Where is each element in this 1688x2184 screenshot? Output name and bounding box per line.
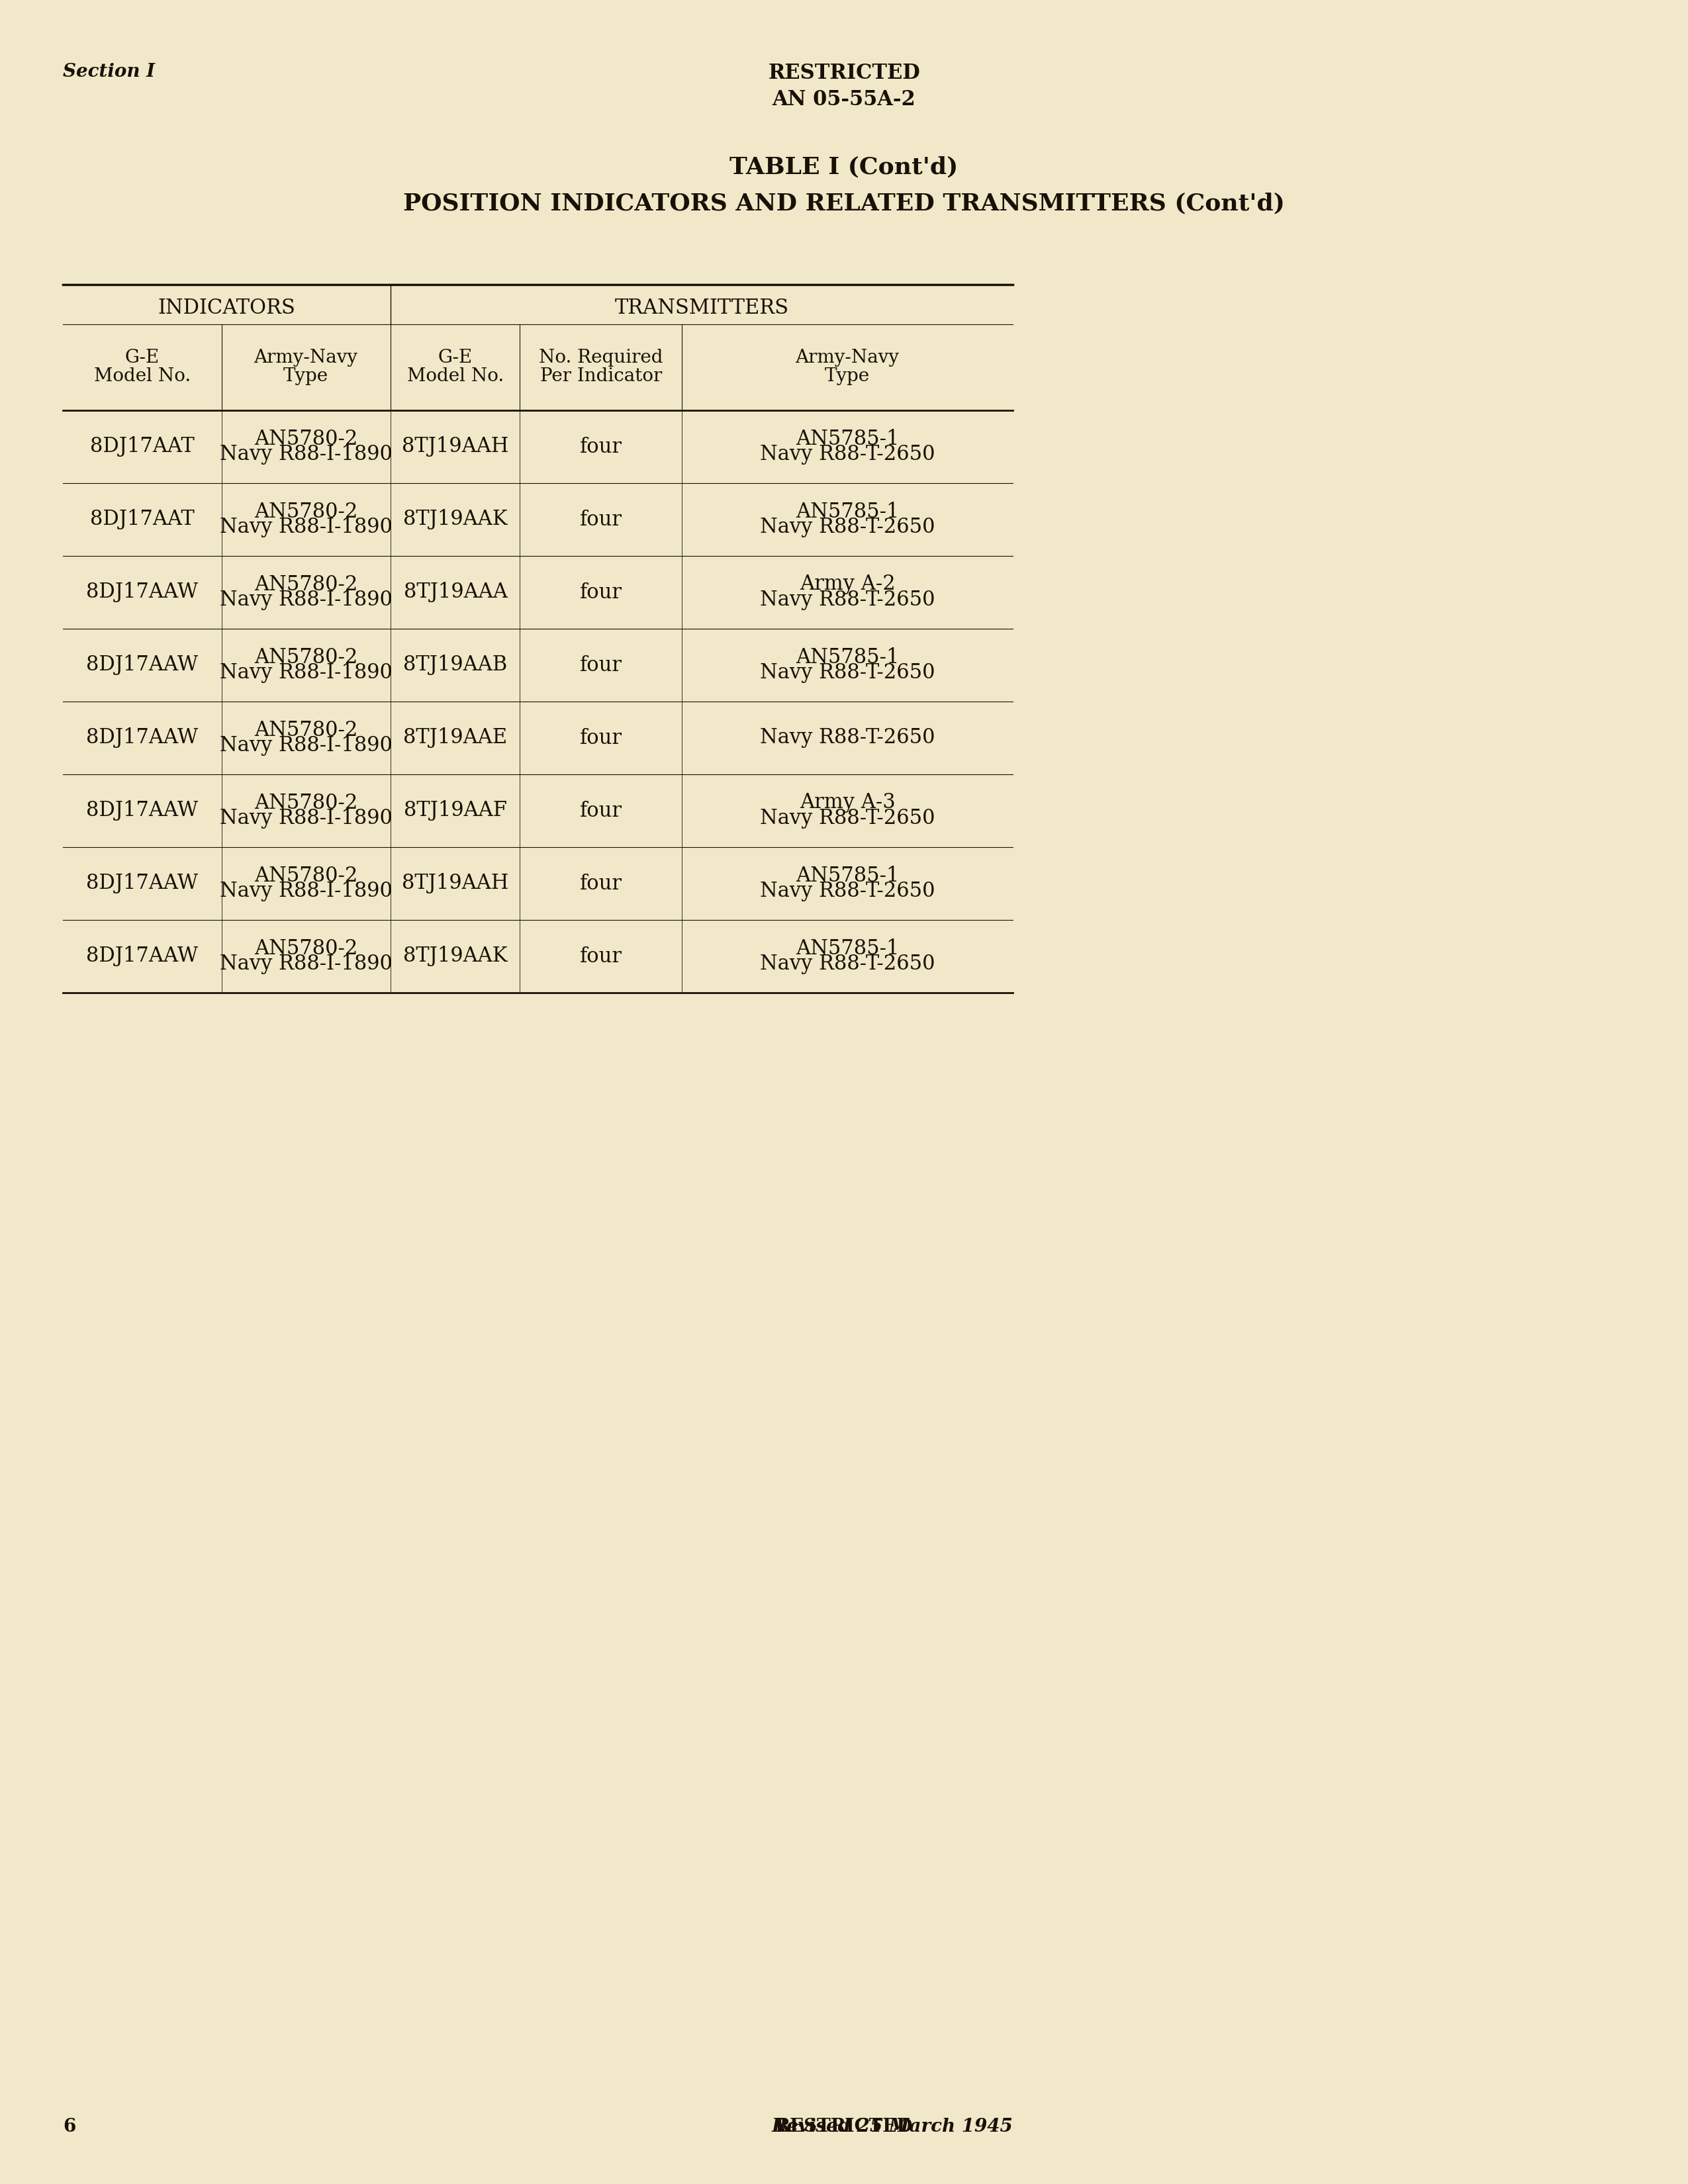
Text: 8DJ17AAT: 8DJ17AAT <box>89 509 194 531</box>
Text: AN5780-2: AN5780-2 <box>255 721 358 740</box>
Text: Section I: Section I <box>62 63 155 81</box>
Text: Navy R88-T-2650: Navy R88-T-2650 <box>760 518 935 537</box>
Text: four: four <box>581 437 623 456</box>
Text: 8DJ17AAW: 8DJ17AAW <box>86 583 199 603</box>
Text: 8DJ17AAT: 8DJ17AAT <box>89 437 194 456</box>
Text: four: four <box>581 727 623 749</box>
Text: 6: 6 <box>62 2118 76 2136</box>
Text: TABLE I (Cont'd): TABLE I (Cont'd) <box>729 155 959 179</box>
Text: AN5780-2: AN5780-2 <box>255 793 358 812</box>
Text: AN 05-55A-2: AN 05-55A-2 <box>771 90 915 109</box>
Text: INDICATORS: INDICATORS <box>159 297 295 319</box>
Text: AN5785-1: AN5785-1 <box>795 939 900 959</box>
Text: AN5780-2: AN5780-2 <box>255 428 358 450</box>
Text: RESTRICTED: RESTRICTED <box>768 63 920 83</box>
Text: 8TJ19AAH: 8TJ19AAH <box>402 874 508 893</box>
Text: 8TJ19AAA: 8TJ19AAA <box>403 583 508 603</box>
Text: four: four <box>581 583 623 603</box>
Text: 8TJ19AAK: 8TJ19AAK <box>403 509 508 531</box>
Text: Per Indicator: Per Indicator <box>540 367 662 387</box>
Text: four: four <box>581 802 623 821</box>
Text: Navy R88-I-1890: Navy R88-I-1890 <box>219 518 392 537</box>
Text: Navy R88-I-1890: Navy R88-I-1890 <box>219 736 392 756</box>
Text: No. Required: No. Required <box>538 349 663 367</box>
Text: G-E: G-E <box>125 349 160 367</box>
Text: 8DJ17AAW: 8DJ17AAW <box>86 727 199 749</box>
Text: AN5780-2: AN5780-2 <box>255 502 358 522</box>
Text: Navy R88-I-1890: Navy R88-I-1890 <box>219 880 392 902</box>
Text: Navy R88-T-2650: Navy R88-T-2650 <box>760 727 935 749</box>
Text: AN5780-2: AN5780-2 <box>255 939 358 959</box>
Text: Army A-2: Army A-2 <box>800 574 895 594</box>
Text: Navy R88-I-1890: Navy R88-I-1890 <box>219 808 392 830</box>
Text: AN5780-2: AN5780-2 <box>255 646 358 668</box>
Text: 8DJ17AAW: 8DJ17AAW <box>86 874 199 893</box>
Text: Navy R88-I-1890: Navy R88-I-1890 <box>219 954 392 974</box>
Text: AN5785-1: AN5785-1 <box>795 428 900 450</box>
Text: Model No.: Model No. <box>407 367 503 387</box>
Text: 8DJ17AAW: 8DJ17AAW <box>86 946 199 968</box>
Text: Navy R88-T-2650: Navy R88-T-2650 <box>760 443 935 465</box>
Text: POSITION INDICATORS AND RELATED TRANSMITTERS (Cont'd): POSITION INDICATORS AND RELATED TRANSMIT… <box>403 192 1285 214</box>
Text: four: four <box>581 946 623 968</box>
Text: 8DJ17AAW: 8DJ17AAW <box>86 802 199 821</box>
Text: Revised 25 March 1945: Revised 25 March 1945 <box>771 2118 1013 2136</box>
Text: AN5785-1: AN5785-1 <box>795 865 900 887</box>
Text: 8DJ17AAW: 8DJ17AAW <box>86 655 199 675</box>
Text: Army A-3: Army A-3 <box>800 793 895 812</box>
Text: 8TJ19AAK: 8TJ19AAK <box>403 946 508 968</box>
Text: G-E: G-E <box>439 349 473 367</box>
Text: 8TJ19AAE: 8TJ19AAE <box>403 727 508 749</box>
Text: four: four <box>581 509 623 531</box>
Text: Navy R88-T-2650: Navy R88-T-2650 <box>760 590 935 612</box>
Text: Navy R88-T-2650: Navy R88-T-2650 <box>760 808 935 830</box>
Text: Model No.: Model No. <box>95 367 191 387</box>
Text: TRANSMITTERS: TRANSMITTERS <box>614 297 788 319</box>
Text: AN5785-1: AN5785-1 <box>795 646 900 668</box>
Text: Navy R88-T-2650: Navy R88-T-2650 <box>760 662 935 684</box>
Text: four: four <box>581 874 623 893</box>
Text: Type: Type <box>825 367 869 387</box>
Text: Type: Type <box>284 367 329 387</box>
Text: 8TJ19AAH: 8TJ19AAH <box>402 437 508 456</box>
Text: AN5785-1: AN5785-1 <box>795 502 900 522</box>
Text: 8TJ19AAF: 8TJ19AAF <box>403 802 506 821</box>
Text: RESTRICTED: RESTRICTED <box>775 2118 913 2136</box>
Text: Navy R88-I-1890: Navy R88-I-1890 <box>219 662 392 684</box>
Text: four: four <box>581 655 623 675</box>
Text: 8TJ19AAB: 8TJ19AAB <box>403 655 508 675</box>
Text: Army-Navy: Army-Navy <box>253 349 358 367</box>
Text: Navy R88-I-1890: Navy R88-I-1890 <box>219 443 392 465</box>
Text: AN5780-2: AN5780-2 <box>255 865 358 887</box>
Text: AN5780-2: AN5780-2 <box>255 574 358 594</box>
Text: Army-Navy: Army-Navy <box>795 349 900 367</box>
Text: Navy R88-I-1890: Navy R88-I-1890 <box>219 590 392 612</box>
Text: Navy R88-T-2650: Navy R88-T-2650 <box>760 954 935 974</box>
Text: Navy R88-T-2650: Navy R88-T-2650 <box>760 880 935 902</box>
